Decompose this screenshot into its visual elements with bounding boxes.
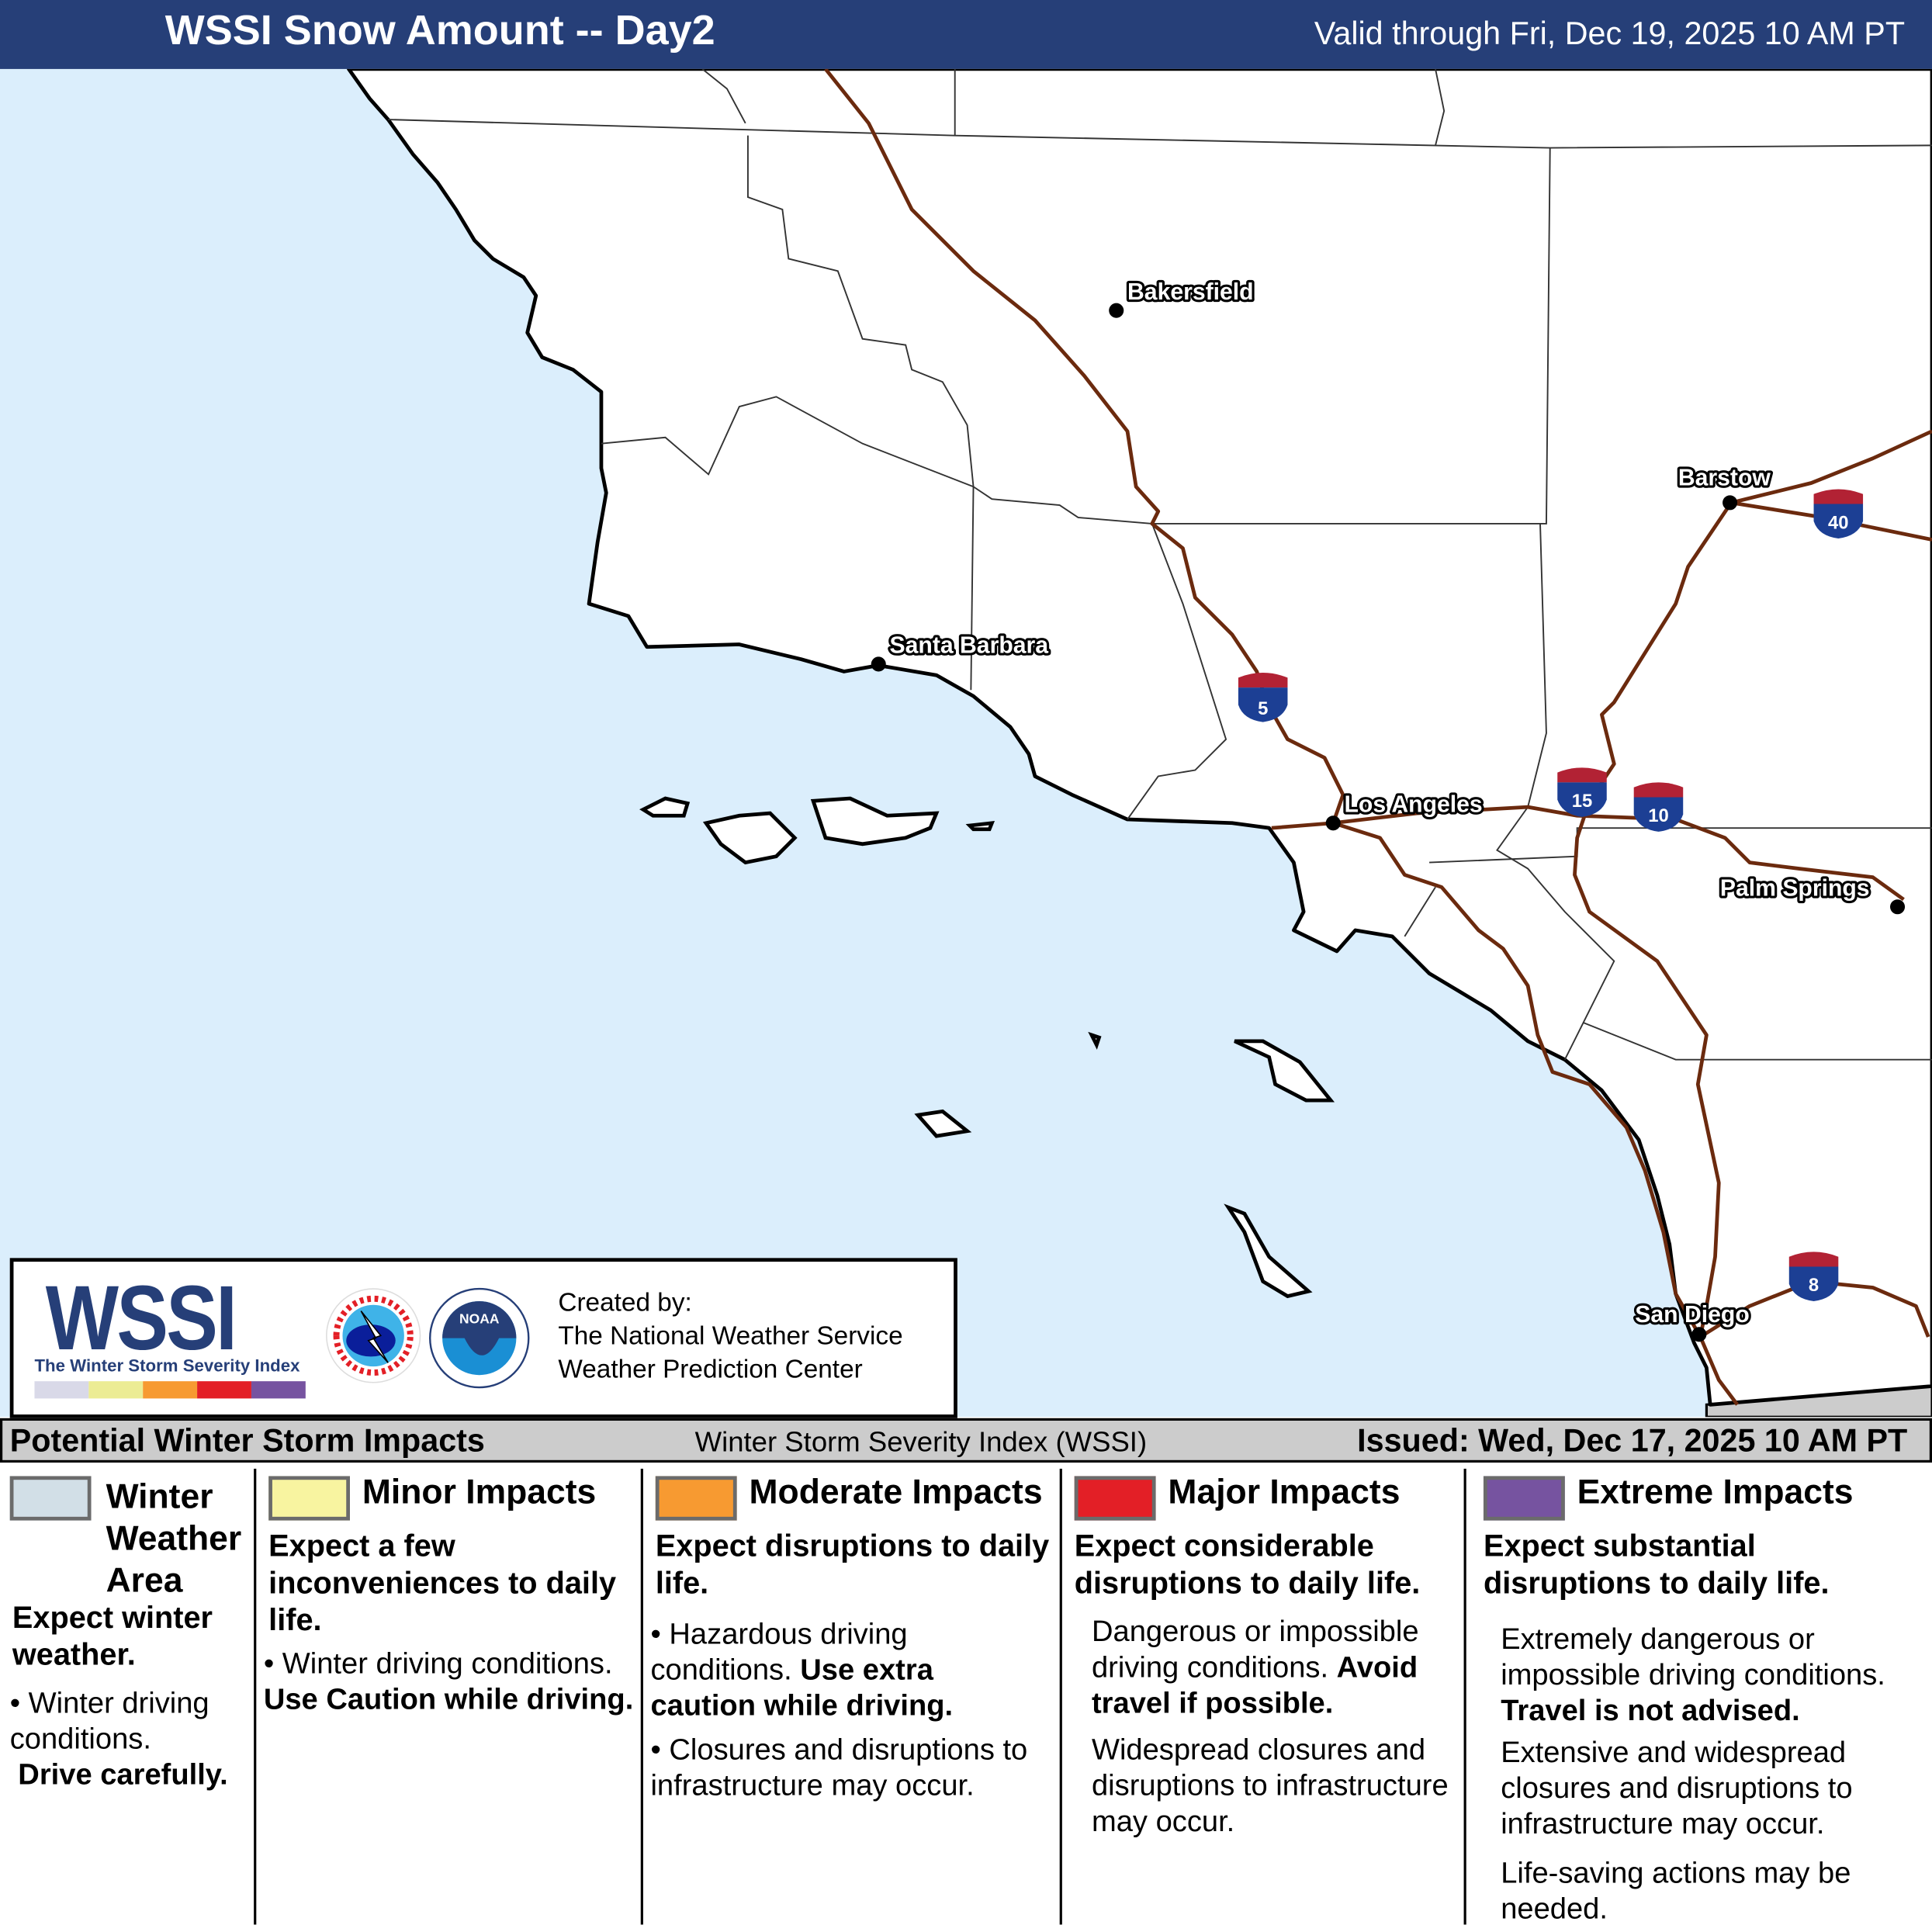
svg-text:8: 8	[1809, 1275, 1819, 1296]
minor-swatch	[268, 1476, 350, 1521]
city-label-palm-springs: Palm Springs	[1720, 875, 1870, 901]
city-label-santa-barbara: Santa Barbara	[890, 633, 1049, 659]
winter-weather-swatch	[9, 1476, 92, 1521]
winter-weather-title: Winter Weather Area	[106, 1477, 242, 1600]
i8-shield: 8	[1788, 1252, 1839, 1301]
city-label-los-angeles: Los Angeles	[1345, 791, 1483, 817]
valid-time: Valid through Fri, Dec 19, 2025 10 AM PT	[1314, 15, 1906, 52]
city-dot-palm-springs	[1890, 899, 1906, 915]
winter-weather-summary: Expect winter weather.	[12, 1600, 213, 1672]
moderate-summary: Expect disruptions to daily life.	[655, 1529, 1050, 1601]
cities: Bakersfield Barstow Santa Barbara Los An…	[871, 277, 1906, 1342]
legend-winter-weather: Winter Weather Area Expect winter weather.…	[0, 1461, 254, 1927]
issued-time: Issued: Wed, Dec 17, 2025 10 AM PT	[1357, 1421, 1908, 1459]
extreme-summary: Expect substantial disruptions to daily …	[1483, 1529, 1830, 1601]
extreme-text-3: Life-saving actions may be needed.	[1501, 1857, 1851, 1927]
city-dot-bakersfield	[1109, 303, 1124, 318]
city-label-bakersfield: Bakersfield	[1127, 279, 1254, 305]
nws-logo	[326, 1288, 421, 1383]
legend-title-bar: Potential Winter Storm Impacts Winter St…	[0, 1418, 1932, 1463]
svg-text:15: 15	[1572, 791, 1592, 812]
created-by-label: Created by:	[558, 1289, 692, 1317]
extreme-title: Extreme Impacts	[1577, 1472, 1854, 1511]
city-dot-santa-barbara	[871, 656, 886, 672]
i40-shield: 40	[1813, 489, 1864, 538]
minor-summary: Expect a few inconveniences to daily lif…	[268, 1529, 617, 1638]
minor-title: Minor Impacts	[362, 1472, 597, 1511]
major-swatch	[1074, 1476, 1156, 1521]
created-by-nws: The National Weather Service	[558, 1321, 903, 1351]
i8-route	[1699, 1279, 1930, 1339]
minor-bullet: • Winter driving conditions. Use Caution…	[263, 1647, 634, 1717]
map: 5 15 10 40 8 Bakersfield Barstow Santa B…	[0, 68, 1932, 1418]
credits-box: WSSI The Winter Storm Severity Index NOA…	[9, 1258, 957, 1418]
noaa-logo: NOAA	[429, 1287, 530, 1389]
svg-text:5: 5	[1258, 698, 1268, 719]
svg-text:NOAA: NOAA	[459, 1311, 500, 1327]
svg-text:40: 40	[1828, 512, 1849, 533]
moderate-title: Moderate Impacts	[749, 1472, 1043, 1511]
islands	[639, 796, 1335, 1299]
i5-shield: 5	[1238, 673, 1288, 722]
extreme-text-1: Extremely dangerous or impossible drivin…	[1501, 1622, 1885, 1728]
wssi-color-scale	[34, 1381, 306, 1399]
city-label-barstow: Barstow	[1678, 466, 1771, 491]
major-text-2: Widespread closures and disruptions to i…	[1091, 1733, 1449, 1839]
created-by-wpc: Weather Prediction Center	[558, 1355, 863, 1384]
legend-moderate: Moderate Impacts Expect disruptions to d…	[646, 1461, 1060, 1927]
i40-route	[1730, 429, 1932, 505]
interstate-highways	[824, 68, 1932, 1406]
created-by: Created by: The National Weather Service…	[558, 1286, 902, 1387]
header: WSSI Snow Amount -- Day2 Valid through F…	[0, 0, 1932, 69]
major-text-1: Dangerous or impossible driving conditio…	[1091, 1615, 1419, 1720]
city-dot-san-diego	[1691, 1327, 1707, 1342]
impact-legend: Winter Weather Area Expect winter weather.…	[0, 1461, 1932, 1932]
i10-shield: 10	[1633, 782, 1684, 832]
extreme-swatch	[1483, 1476, 1565, 1521]
interstate-shields: 5 15 10 40 8	[1238, 489, 1864, 1301]
wssi-logo: WSSI	[45, 1266, 237, 1369]
i5-route	[824, 68, 1702, 1338]
i15-shield: 15	[1557, 767, 1607, 817]
index-name: Winter Storm Severity Index (WSSI)	[694, 1425, 1148, 1458]
winter-weather-bullet: • Winter driving conditions. Drive caref…	[9, 1686, 228, 1792]
map-title: WSSI Snow Amount -- Day2	[164, 7, 715, 54]
legend-major: Major Impacts Expect considerable disrup…	[1065, 1461, 1464, 1927]
svg-text:10: 10	[1648, 805, 1669, 826]
city-dot-los-angeles	[1325, 815, 1341, 831]
wssi-logo-subtitle: The Winter Storm Severity Index	[34, 1355, 300, 1376]
extreme-text-2: Extensive and widespread closures and di…	[1501, 1736, 1853, 1841]
legend-title: Potential Winter Storm Impacts	[9, 1421, 485, 1459]
legend-minor: Minor Impacts Expect a few inconvenience…	[258, 1461, 640, 1927]
moderate-swatch	[655, 1476, 737, 1521]
moderate-bullet-2: • Closures and disruptions to infrastruc…	[650, 1733, 1028, 1803]
major-title: Major Impacts	[1168, 1472, 1401, 1511]
city-dot-barstow	[1723, 495, 1738, 511]
land	[347, 68, 1932, 1407]
i15-route	[1573, 501, 1739, 1406]
moderate-bullet-1: • Hazardous driving conditions. Use extr…	[650, 1618, 954, 1723]
major-summary: Expect considerable disruptions to daily…	[1074, 1529, 1421, 1601]
city-label-san-diego: San Diego	[1635, 1302, 1749, 1328]
legend-extreme: Extreme Impacts Expect substantial disru…	[1469, 1461, 1925, 1927]
